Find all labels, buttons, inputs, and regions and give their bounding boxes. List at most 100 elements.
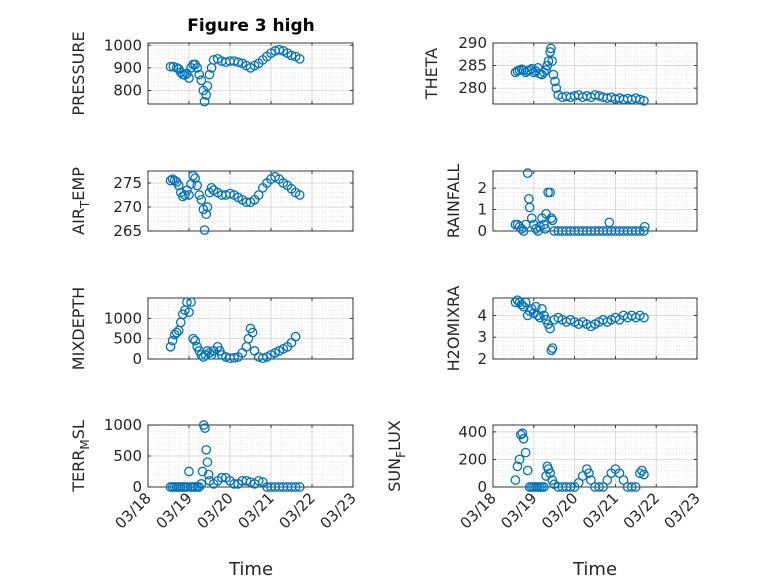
- data-point: [197, 466, 208, 477]
- data-point: [229, 352, 239, 363]
- data-point: [201, 444, 212, 455]
- data-point: [630, 482, 641, 492]
- y-axis-label: PRESSURE: [69, 31, 88, 115]
- data-point: [199, 225, 210, 235]
- y-axis-label: H2OMIXRA: [444, 286, 463, 372]
- y-tick-label: 1000: [104, 416, 142, 434]
- data-point: [203, 469, 214, 480]
- data-point: [165, 341, 176, 352]
- data-point: [194, 190, 205, 200]
- y-tick-label: 900: [113, 59, 142, 77]
- subplot-mixdepth: 0 500 1000 MIXDEPTH: [69, 287, 354, 370]
- data-point: [190, 173, 200, 184]
- data-point: [543, 56, 554, 66]
- data-point: [200, 423, 210, 433]
- data-point: [626, 482, 637, 492]
- axes-box: [147, 170, 354, 232]
- data-point: [548, 69, 559, 80]
- data-point: [510, 475, 521, 485]
- data-point: [522, 168, 533, 178]
- data-point: [184, 190, 194, 200]
- data-point: [639, 221, 650, 232]
- data-point: [253, 190, 264, 200]
- data-point: [192, 63, 203, 73]
- data-point: [512, 461, 523, 472]
- data-point: [204, 69, 215, 80]
- data-point: [196, 75, 207, 86]
- data-point: [614, 468, 625, 479]
- data-point: [520, 447, 531, 458]
- data-point: [294, 482, 305, 492]
- data-point: [586, 475, 596, 485]
- data-point: [202, 202, 213, 212]
- subplot-theta: 280 285 290 THETA: [422, 34, 698, 106]
- y-tick-label: 800: [113, 81, 142, 99]
- data-point: [539, 482, 549, 492]
- data-point: [225, 188, 235, 199]
- data-point: [584, 468, 594, 479]
- data-point: [201, 209, 212, 220]
- y-tick-label: 3: [477, 328, 487, 346]
- data-point: [639, 469, 649, 480]
- data-point: [577, 471, 588, 481]
- data-point: [194, 69, 205, 80]
- data-point: [182, 297, 192, 307]
- y-axis-label: TERRMSL: [69, 420, 92, 493]
- data-point: [565, 482, 576, 492]
- data-point: [537, 304, 547, 314]
- y-tick-label: 500: [113, 447, 142, 465]
- y-tick-label: 270: [113, 198, 142, 216]
- y-tick-label: 500: [113, 330, 142, 348]
- data-point: [192, 180, 203, 191]
- data-point: [202, 81, 213, 91]
- axes-box: [147, 42, 354, 105]
- data-point: [167, 335, 178, 346]
- y-tick-label: 0: [477, 478, 487, 496]
- data-point: [518, 433, 529, 444]
- data-point: [545, 323, 555, 334]
- y-tick-label: 0: [132, 350, 142, 368]
- data-point: [602, 475, 613, 485]
- axes-box: [492, 42, 698, 105]
- data-point: [186, 297, 196, 307]
- data-point: [180, 190, 190, 200]
- data-point: [294, 53, 305, 64]
- data-point: [545, 187, 555, 198]
- subplot-pressure: 800 900 1000 PRESSURE: [69, 31, 354, 116]
- data-point: [539, 219, 549, 230]
- data-point: [202, 457, 213, 468]
- data-point: [551, 83, 562, 94]
- x-axis-label-right: Time: [572, 559, 617, 580]
- x-axis-label-left: Time: [228, 559, 273, 580]
- data-point: [216, 472, 227, 483]
- y-tick-label: 280: [458, 79, 487, 97]
- data-point: [543, 464, 554, 474]
- data-point: [540, 224, 551, 234]
- data-point: [520, 297, 531, 308]
- data-point: [294, 190, 305, 200]
- data-point: [188, 333, 198, 344]
- y-tick-label: 1000: [104, 309, 142, 327]
- y-tick-label: 400: [458, 423, 487, 441]
- subplot-h2omixra: 2 3 4 H2OMIXRA: [444, 286, 698, 372]
- data-point: [546, 213, 557, 223]
- data-point: [639, 95, 649, 106]
- data-point: [190, 335, 200, 346]
- data-point: [290, 331, 301, 342]
- data-point: [524, 202, 535, 213]
- y-axis-label: THETA: [422, 48, 441, 100]
- data-point: [184, 307, 194, 318]
- data-point: [253, 475, 264, 486]
- y-tick-label: 4: [477, 306, 487, 324]
- data-point: [510, 297, 521, 308]
- data-point: [639, 312, 649, 323]
- data-point: [196, 479, 207, 489]
- y-tick-label: 2: [477, 179, 487, 197]
- data-point: [196, 194, 207, 205]
- data-point: [639, 226, 649, 236]
- data-point: [547, 56, 558, 66]
- y-axis-label: MIXDEPTH: [69, 287, 88, 370]
- data-point: [518, 226, 529, 236]
- data-point: [530, 301, 541, 312]
